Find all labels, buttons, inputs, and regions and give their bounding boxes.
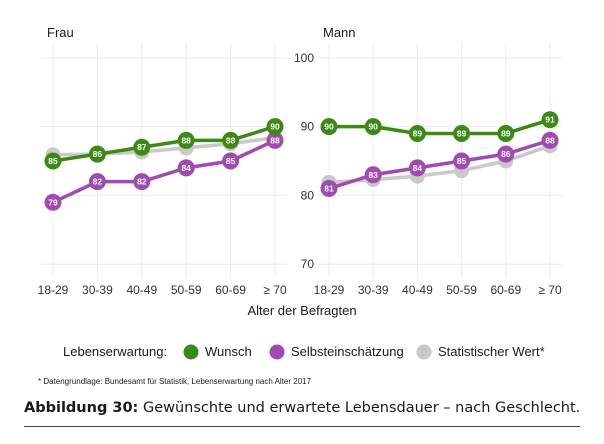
series-point bbox=[133, 138, 151, 156]
series-point bbox=[320, 118, 338, 136]
data-label: 88 bbox=[226, 135, 236, 145]
legend-swatch bbox=[183, 344, 199, 360]
series-point bbox=[44, 152, 62, 170]
series-point bbox=[408, 159, 426, 177]
data-label: 89 bbox=[413, 128, 423, 138]
x-axis-title: Alter der Befragten bbox=[247, 303, 356, 318]
series-point bbox=[497, 145, 515, 163]
legend-label: Statistischer Wert* bbox=[438, 344, 545, 359]
x-tick-label: 50-59 bbox=[171, 283, 202, 297]
caption-text: Gewünschte und erwartete Lebensdauer – n… bbox=[138, 400, 581, 416]
x-tick-label: ≥ 70 bbox=[263, 283, 287, 297]
series-point bbox=[88, 173, 106, 191]
data-label: 89 bbox=[457, 128, 467, 138]
data-label: 84 bbox=[181, 163, 191, 173]
series-point bbox=[497, 124, 515, 142]
data-label: 90 bbox=[324, 122, 334, 132]
series-point bbox=[364, 166, 382, 184]
legend-swatch bbox=[269, 344, 285, 360]
x-tick-label: 30-39 bbox=[82, 283, 113, 297]
y-tick-label: 70 bbox=[301, 257, 315, 271]
series-point bbox=[88, 145, 106, 163]
legend-label: Wunsch bbox=[205, 344, 252, 359]
data-label: 82 bbox=[137, 177, 147, 187]
x-tick-label: 18-29 bbox=[38, 283, 69, 297]
legend-label: Selbsteinschätzung bbox=[291, 344, 404, 359]
data-label: 82 bbox=[93, 177, 103, 187]
data-label: 83 bbox=[368, 170, 378, 180]
x-tick-label: 60-69 bbox=[490, 283, 521, 297]
series-point bbox=[177, 159, 195, 177]
x-tick-label: 40-49 bbox=[126, 283, 157, 297]
y-tick-label: 100 bbox=[294, 51, 314, 65]
series-point bbox=[133, 173, 151, 191]
data-label: 84 bbox=[413, 163, 423, 173]
data-label: 90 bbox=[368, 122, 378, 132]
caption-label: Abbildung 30: bbox=[24, 400, 139, 416]
x-tick-label: 50-59 bbox=[446, 283, 477, 297]
series-point bbox=[453, 152, 471, 170]
series-point bbox=[44, 193, 62, 211]
figure-caption: Abbildung 30: Gewünschte und erwartete L… bbox=[24, 400, 580, 416]
data-label: 88 bbox=[181, 135, 191, 145]
x-tick-label: 30-39 bbox=[358, 283, 389, 297]
series-point bbox=[222, 152, 240, 170]
legend-swatch bbox=[416, 344, 432, 360]
data-label: 89 bbox=[501, 128, 511, 138]
y-tick-label: 90 bbox=[301, 120, 315, 134]
footnote: * Datengrundlage: Bundesamt für Statisti… bbox=[38, 377, 312, 386]
data-label: 88 bbox=[545, 135, 555, 145]
legend: Lebenserwartung: Wunsch Selbsteinschätzung… bbox=[63, 344, 545, 360]
x-tick-label: 60-69 bbox=[215, 283, 246, 297]
series-point bbox=[222, 131, 240, 149]
series-point bbox=[320, 180, 338, 198]
caption-rule bbox=[24, 426, 580, 427]
legend-title: Lebenserwartung: bbox=[63, 344, 167, 359]
data-label: 88 bbox=[270, 135, 280, 145]
series-point bbox=[177, 131, 195, 149]
data-label: 85 bbox=[226, 156, 236, 166]
data-label: 91 bbox=[545, 115, 555, 125]
panel-mann: Mann 70 80 90 100 18-29 30-39 40-49 50-59 60-69 ≥ … bbox=[294, 25, 562, 297]
series-point bbox=[541, 111, 559, 129]
data-label: 87 bbox=[137, 142, 147, 152]
data-label: 79 bbox=[48, 197, 58, 207]
x-tick-label: ≥ 70 bbox=[538, 283, 562, 297]
data-label: 86 bbox=[501, 149, 511, 159]
data-label: 90 bbox=[270, 122, 280, 132]
y-tick-label: 80 bbox=[301, 188, 315, 202]
x-tick-label: 40-49 bbox=[402, 283, 433, 297]
data-label: 81 bbox=[324, 184, 334, 194]
panel-title: Frau bbox=[47, 25, 74, 40]
series-point bbox=[266, 118, 284, 136]
series-point bbox=[408, 124, 426, 142]
series-line bbox=[51, 135, 277, 157]
x-tick-label: 18-29 bbox=[314, 283, 345, 297]
data-label: 85 bbox=[457, 156, 467, 166]
series-point bbox=[266, 131, 284, 149]
series-point bbox=[541, 131, 559, 149]
series-point bbox=[453, 124, 471, 142]
chart: Frau 18-29 30-39 40-49 50-59 60-69 ≥ 70 79 82 82 8… bbox=[38, 25, 562, 386]
data-label: 85 bbox=[48, 156, 58, 166]
panel-title: Mann bbox=[323, 25, 356, 40]
data-label: 86 bbox=[93, 149, 103, 159]
panel-frau: Frau 18-29 30-39 40-49 50-59 60-69 ≥ 70 79 82 82 8… bbox=[38, 25, 287, 297]
series-point bbox=[364, 118, 382, 136]
